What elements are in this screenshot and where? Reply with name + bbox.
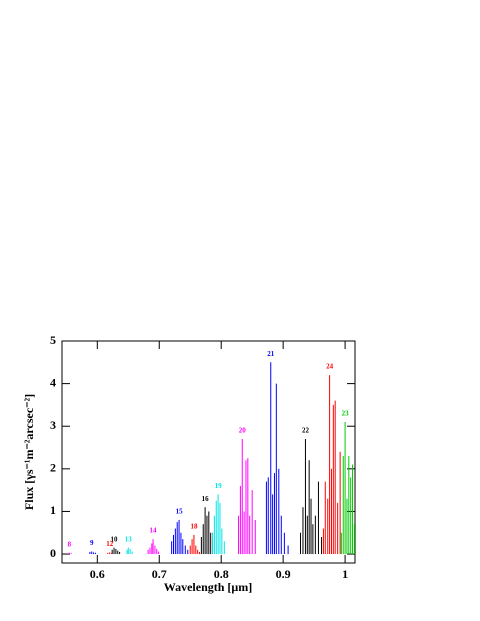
- band-label: 9: [90, 539, 94, 547]
- band-label: 16: [202, 495, 210, 503]
- band-label: 13: [125, 535, 133, 543]
- x-tick-label: 0.8: [214, 567, 229, 581]
- band-label: 10: [111, 535, 119, 543]
- y-tick-label: 1: [50, 503, 56, 517]
- band-label: 15: [176, 508, 184, 516]
- x-tick-label: 0.9: [276, 567, 291, 581]
- band-label: 23: [342, 410, 350, 418]
- y-tick-label: 3: [50, 418, 56, 432]
- x-tick-label: 1: [342, 567, 348, 581]
- y-axis-label: Flux [γs⁻¹m⁻²arcsec⁻²]: [22, 394, 36, 510]
- y-tick-label: 0: [50, 546, 56, 560]
- x-tick-label: 0.7: [152, 567, 167, 581]
- band-label: 22: [302, 427, 310, 435]
- band-label: 19: [215, 482, 223, 490]
- plot-frame: [61, 340, 356, 564]
- x-axis-label: Wavelength [μm]: [164, 580, 252, 594]
- band-label: 18: [190, 522, 198, 530]
- band-label: 14: [150, 527, 158, 535]
- y-tick-label: 4: [50, 375, 56, 389]
- band-label: 24: [326, 363, 334, 371]
- band-label: 12: [106, 540, 114, 548]
- x-tick-label: 0.6: [90, 567, 105, 581]
- band-label: 8: [68, 540, 72, 548]
- band-label: 20: [239, 427, 247, 435]
- y-tick-label: 2: [50, 461, 56, 475]
- band-label: 21: [267, 350, 275, 358]
- y-tick-label: 5: [50, 333, 56, 347]
